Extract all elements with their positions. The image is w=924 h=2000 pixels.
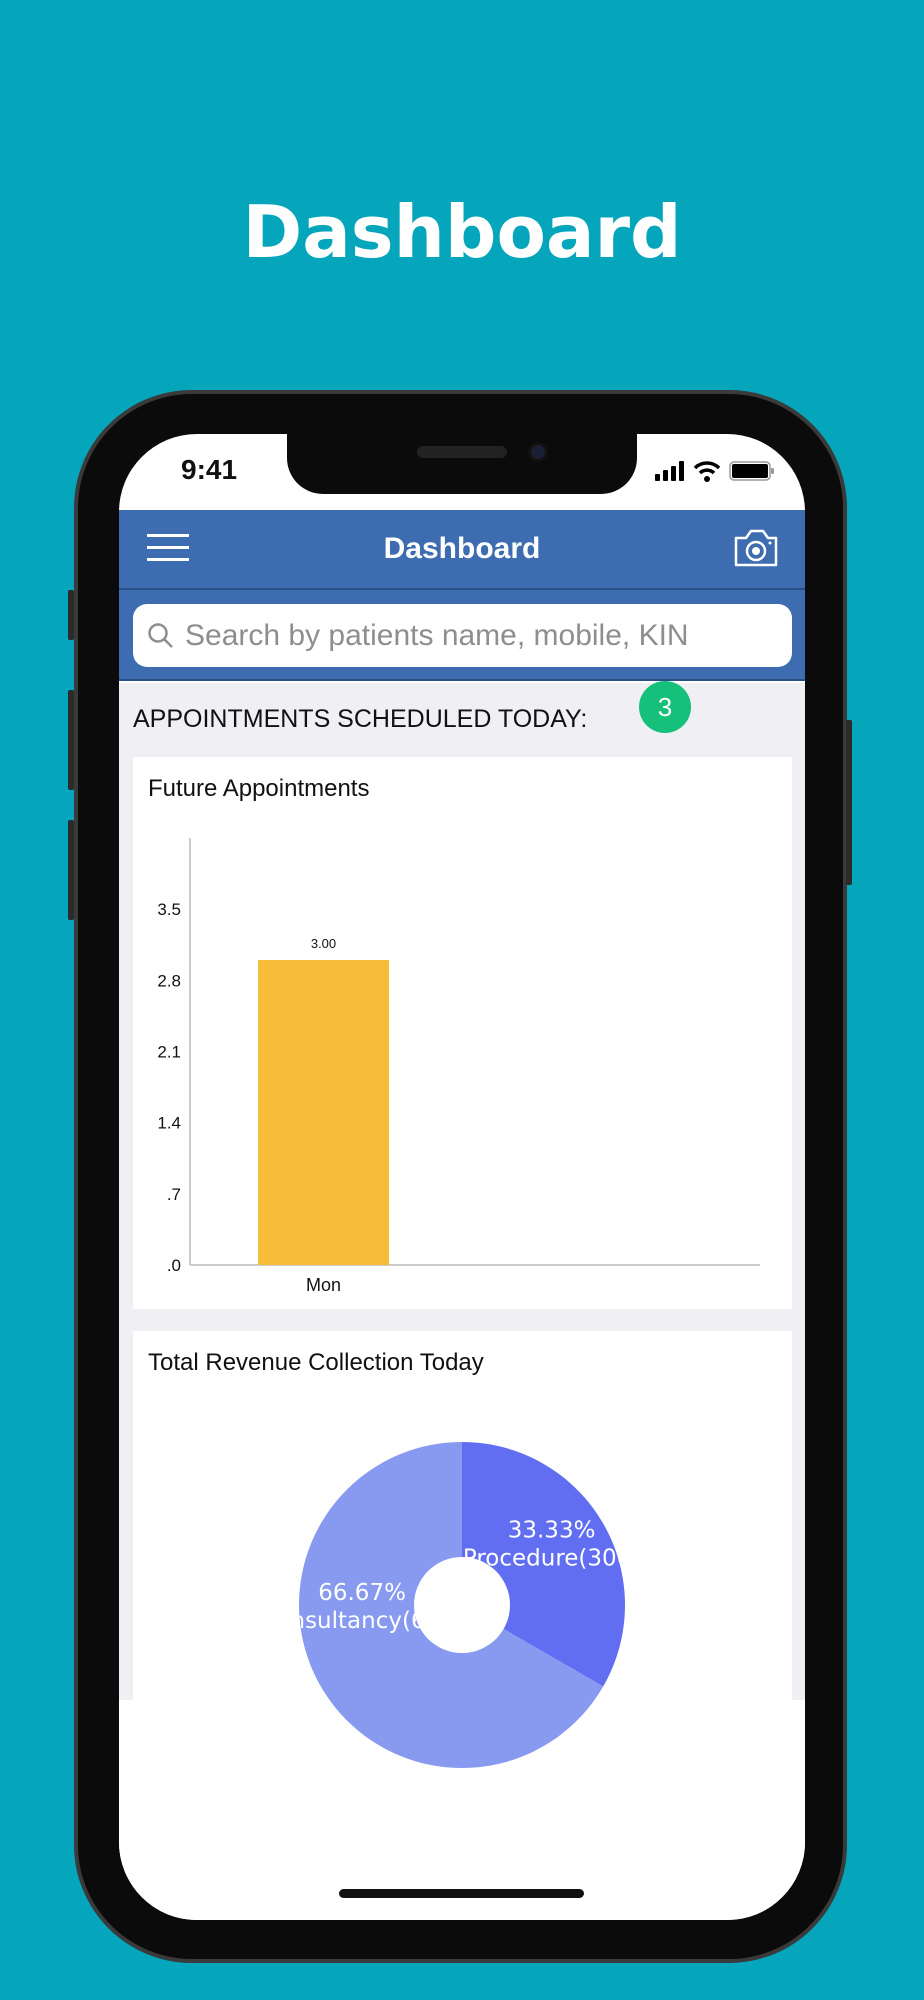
notch — [287, 434, 637, 494]
y-tick-label: 3.5 — [157, 900, 181, 919]
phone-screen: 9:41 Dashboard APPOINTMENTS SCHEDULED TO… — [119, 434, 805, 1920]
bar-data-label: 3.00 — [311, 936, 336, 951]
status-icons — [655, 460, 775, 482]
phone-mute-switch — [68, 590, 74, 640]
wifi-icon — [693, 461, 721, 482]
hamburger-icon[interactable] — [147, 534, 189, 564]
y-tick-label: .7 — [167, 1185, 181, 1204]
appointments-label: APPOINTMENTS SCHEDULED TODAY: — [133, 705, 588, 733]
search-input[interactable] — [185, 618, 765, 653]
dashboard-content: APPOINTMENTS SCHEDULED TODAY: 3 Future A… — [119, 681, 805, 1920]
appointments-count-badge: 3 — [639, 681, 691, 733]
y-tick-label: 1.4 — [157, 1114, 181, 1133]
search-field[interactable] — [133, 604, 792, 667]
search-icon — [148, 622, 173, 648]
pie-percent-label: 33.33% — [508, 1518, 596, 1544]
y-tick-label: 2.8 — [157, 971, 181, 990]
phone-volume-down — [68, 820, 74, 920]
revenue-title: Total Revenue Collection Today — [148, 1349, 484, 1376]
search-bar — [119, 590, 805, 681]
pie-hole — [414, 1557, 510, 1653]
y-tick-label: .0 — [167, 1256, 181, 1275]
bar-chart: .0 .7 1.4 2.1 2.8 3.5 3.00 Mon — [157, 838, 760, 1295]
future-appointments-title: Future Appointments — [148, 775, 370, 802]
future-appointments-card: Future Appointments .0 .7 1.4 2.1 2.8 3.5 3.00… — [133, 757, 792, 1309]
y-tick-label: 2.1 — [157, 1043, 181, 1062]
pie-chart: 33.33%Procedure(300)66.67%Consultancy(60… — [299, 1442, 625, 1768]
hero-title: Dashboard — [242, 190, 682, 274]
nav-title: Dashboard — [383, 532, 541, 565]
camera-icon[interactable] — [733, 528, 779, 568]
home-indicator[interactable] — [339, 1889, 584, 1898]
nav-bar: Dashboard — [119, 510, 805, 590]
phone-volume-up — [68, 690, 74, 790]
bar — [258, 960, 389, 1265]
status-time: 9:41 — [181, 454, 238, 485]
phone-power-button — [846, 720, 852, 885]
x-tick-label: Mon — [306, 1275, 341, 1295]
pie-percent-label: 66.67% — [318, 1580, 406, 1606]
signal-icon — [655, 461, 684, 481]
battery-icon — [729, 461, 774, 481]
